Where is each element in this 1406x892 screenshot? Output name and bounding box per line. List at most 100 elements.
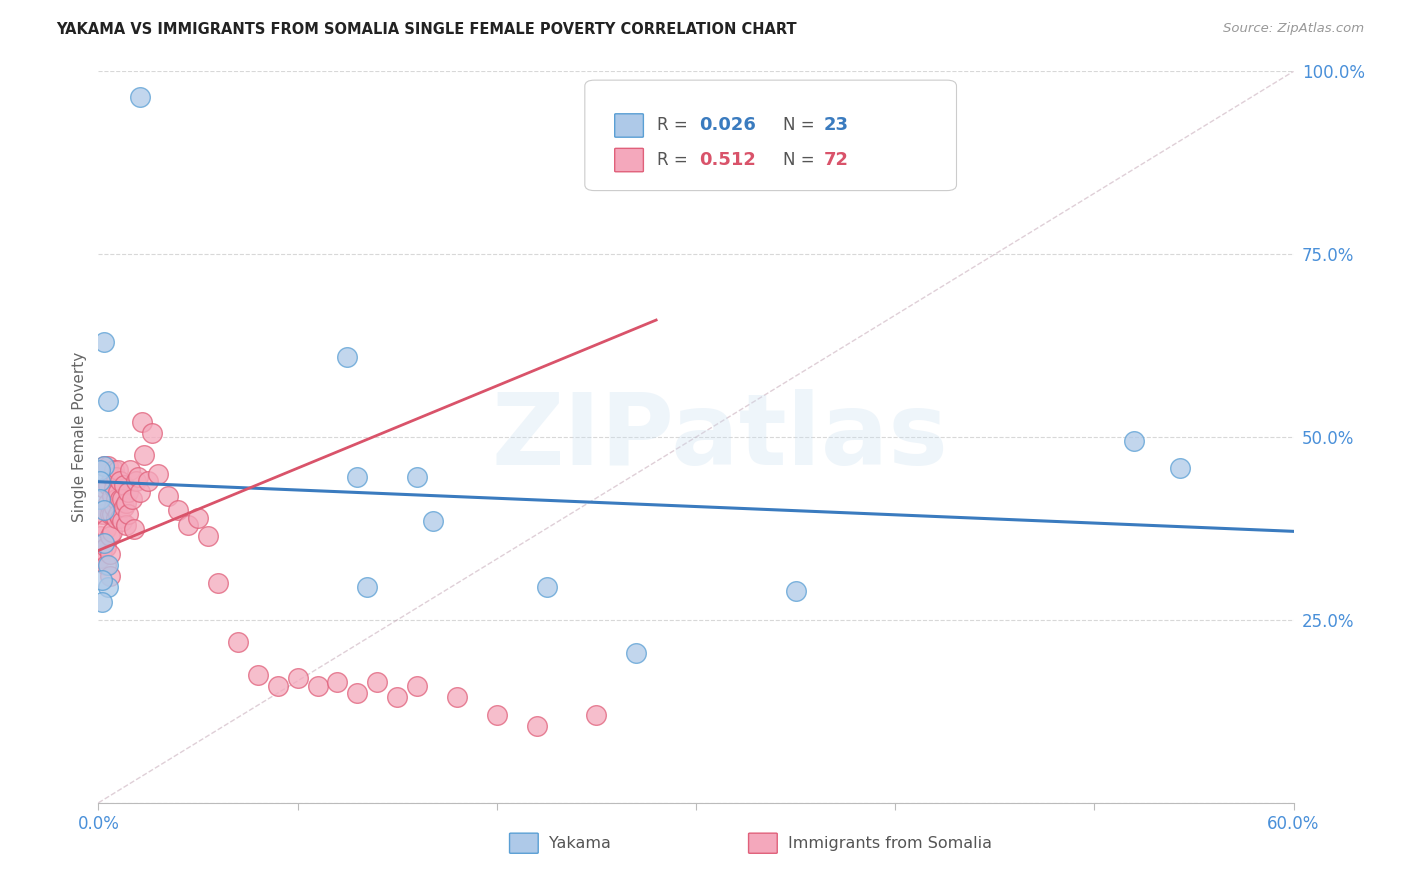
Point	[110, 510, 132, 524]
Point	[111, 514, 134, 528]
Point	[131, 416, 153, 430]
Point	[93, 503, 115, 517]
Point	[167, 503, 190, 517]
Point	[91, 594, 114, 608]
Point	[141, 426, 163, 441]
Point	[89, 492, 111, 507]
Text: 0.512: 0.512	[700, 151, 756, 169]
Point	[101, 507, 124, 521]
Point	[115, 517, 138, 532]
Point	[177, 517, 200, 532]
FancyBboxPatch shape	[585, 80, 956, 191]
Point	[120, 463, 142, 477]
Point	[585, 708, 607, 723]
Point	[97, 459, 120, 474]
Point	[107, 463, 129, 477]
Point	[336, 350, 359, 364]
Text: Source: ZipAtlas.com: Source: ZipAtlas.com	[1223, 22, 1364, 36]
Point	[785, 583, 807, 598]
Point	[124, 521, 146, 535]
FancyBboxPatch shape	[509, 833, 538, 854]
Point	[197, 529, 219, 543]
Y-axis label: Single Female Poverty: Single Female Poverty	[72, 352, 87, 522]
Point	[93, 459, 115, 474]
Point	[93, 459, 115, 474]
Point	[91, 507, 114, 521]
Point	[112, 500, 135, 514]
Point	[91, 573, 114, 587]
Point	[187, 510, 209, 524]
Point	[103, 481, 125, 495]
Text: N =: N =	[783, 151, 820, 169]
Point	[89, 529, 111, 543]
Text: Yakama: Yakama	[548, 837, 610, 851]
Point	[307, 679, 329, 693]
Point	[287, 672, 309, 686]
Point	[406, 679, 429, 693]
Point	[485, 708, 508, 723]
Point	[107, 507, 129, 521]
FancyBboxPatch shape	[614, 148, 644, 172]
Point	[89, 550, 111, 565]
Point	[91, 543, 114, 558]
Point	[97, 580, 120, 594]
Point	[101, 470, 124, 484]
Point	[101, 489, 124, 503]
Point	[346, 470, 368, 484]
Point	[89, 463, 111, 477]
Point	[157, 489, 180, 503]
Text: 72: 72	[824, 151, 849, 169]
Point	[98, 569, 122, 583]
Point	[97, 477, 120, 491]
Point	[115, 496, 138, 510]
Point	[1123, 434, 1146, 448]
Point	[406, 470, 429, 484]
Point	[346, 686, 368, 700]
Text: 0.026: 0.026	[700, 117, 756, 135]
Point	[107, 485, 129, 500]
Point	[97, 558, 120, 573]
Point	[125, 474, 148, 488]
Point	[98, 547, 122, 561]
Point	[136, 474, 159, 488]
Point	[111, 492, 134, 507]
Point	[89, 474, 111, 488]
Point	[96, 521, 118, 535]
Point	[626, 646, 648, 660]
Point	[366, 675, 388, 690]
Point	[103, 500, 125, 514]
Text: YAKAMA VS IMMIGRANTS FROM SOMALIA SINGLE FEMALE POVERTY CORRELATION CHART: YAKAMA VS IMMIGRANTS FROM SOMALIA SINGLE…	[56, 22, 797, 37]
Point	[93, 536, 115, 550]
FancyBboxPatch shape	[614, 114, 644, 137]
Point	[105, 470, 128, 484]
Point	[127, 470, 149, 484]
Text: Immigrants from Somalia: Immigrants from Somalia	[787, 837, 993, 851]
Point	[105, 510, 128, 524]
Point	[98, 529, 122, 543]
Point	[96, 558, 118, 573]
Point	[526, 719, 548, 733]
Point	[1168, 460, 1191, 475]
Point	[103, 463, 125, 477]
Point	[93, 481, 115, 495]
Point	[96, 540, 118, 554]
Point	[93, 334, 115, 349]
Point	[98, 507, 122, 521]
FancyBboxPatch shape	[748, 833, 778, 854]
Point	[110, 492, 132, 507]
Point	[112, 477, 135, 491]
Point	[356, 580, 378, 594]
Point	[207, 576, 229, 591]
Text: R =: R =	[657, 151, 693, 169]
Point	[385, 690, 409, 704]
Point	[110, 474, 132, 488]
Point	[326, 675, 349, 690]
Text: R =: R =	[657, 117, 693, 135]
Point	[101, 525, 124, 540]
Text: ZIPatlas: ZIPatlas	[492, 389, 948, 485]
Point	[121, 492, 143, 507]
Point	[97, 496, 120, 510]
Text: 23: 23	[824, 117, 849, 135]
Point	[117, 507, 139, 521]
Point	[134, 448, 156, 462]
